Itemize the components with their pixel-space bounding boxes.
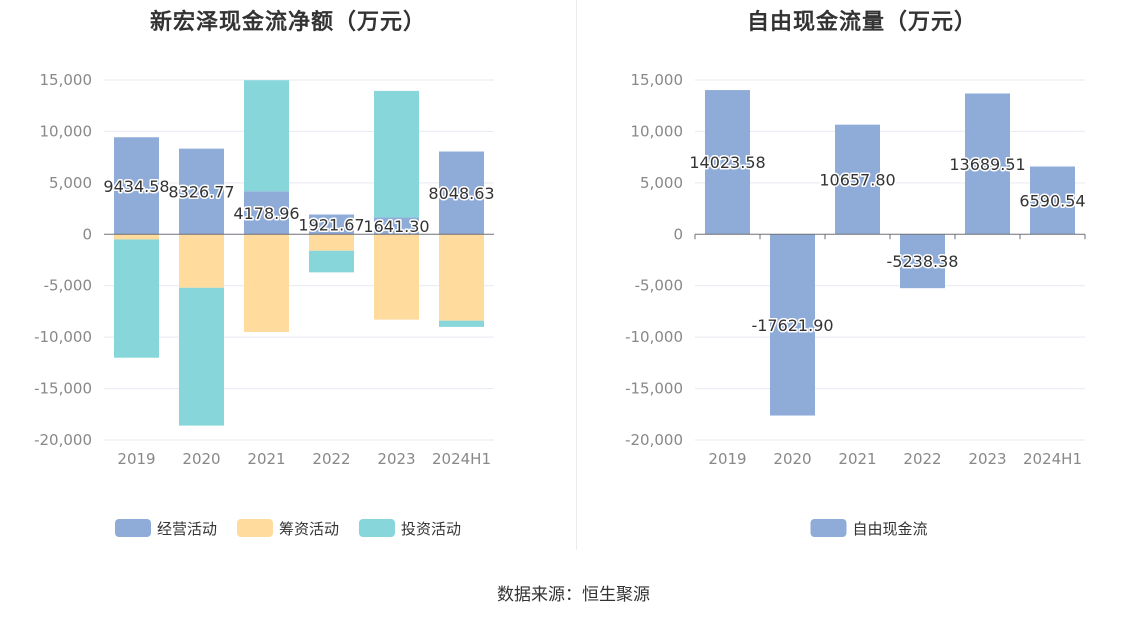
x-tick-label: 2023 bbox=[377, 450, 415, 468]
data-label: 14023.58 bbox=[689, 153, 765, 172]
y-tick-label: 10,000 bbox=[40, 122, 93, 140]
bar bbox=[309, 234, 354, 251]
bar bbox=[244, 191, 289, 235]
chart-title: 新宏泽现金流净额（万元） bbox=[149, 10, 426, 35]
y-tick-label: -15,000 bbox=[625, 380, 683, 398]
legend-swatch bbox=[237, 519, 273, 537]
data-source-note: 数据来源：恒生聚源 bbox=[497, 585, 650, 605]
data-label: 13689.51 bbox=[949, 155, 1025, 174]
bar bbox=[900, 234, 945, 289]
data-label: 9434.58 bbox=[103, 177, 169, 196]
free-cash-flow-plot: 15,000 10,000 5,000 0 -5,000 -10,000 -15,000 -2… bbox=[625, 71, 1087, 538]
bar bbox=[309, 214, 354, 235]
legend-label: 自由现金流 bbox=[853, 520, 928, 538]
y-tick-label: -20,000 bbox=[34, 431, 92, 449]
bar bbox=[179, 148, 224, 235]
cash-flow-net-chart: 新宏泽现金流净额（万元） 15,000 10,000 5,000 0 -5,000 -10… bbox=[0, 0, 576, 550]
bar bbox=[374, 217, 419, 235]
y-tick-label: -15,000 bbox=[34, 380, 92, 398]
data-label: 1641.30 bbox=[363, 217, 429, 236]
bar bbox=[439, 234, 484, 321]
bar bbox=[1030, 166, 1075, 235]
chart-title: 自由现金流量（万元） bbox=[746, 10, 977, 35]
x-tick-label: 2020 bbox=[182, 450, 220, 468]
data-label: -17621.90 bbox=[751, 316, 833, 335]
y-tick-label: 5,000 bbox=[640, 174, 683, 192]
y-tick-label: -20,000 bbox=[625, 431, 683, 449]
legend-swatch bbox=[115, 519, 151, 537]
x-tick-label: 2021 bbox=[838, 450, 876, 468]
x-tick-label: 2024H1 bbox=[1023, 450, 1082, 468]
bar bbox=[114, 239, 159, 358]
legend-swatch bbox=[359, 519, 395, 537]
free-cash-flow-chart: 自由现金流量（万元） 15,000 10,000 5,000 0 -5,000 -10,0… bbox=[577, 0, 1147, 550]
data-label: -5238.38 bbox=[887, 252, 959, 271]
legend-label: 经营活动 bbox=[157, 520, 217, 538]
bar bbox=[374, 234, 419, 320]
bar bbox=[179, 287, 224, 426]
bar bbox=[374, 90, 419, 218]
x-tick-label: 2019 bbox=[117, 450, 155, 468]
y-tick-label: -5,000 bbox=[44, 277, 92, 295]
bar bbox=[179, 234, 224, 288]
bar bbox=[114, 137, 159, 235]
bar bbox=[705, 90, 750, 235]
y-tick-label: -5,000 bbox=[635, 277, 683, 295]
y-tick-label: 15,000 bbox=[631, 71, 684, 89]
data-label: 4178.96 bbox=[233, 204, 299, 223]
legend-label: 筹资活动 bbox=[279, 520, 339, 538]
bar bbox=[244, 80, 289, 192]
cash-flow-net-plot: 15,000 10,000 5,000 0 -5,000 -10,000 -15,000 -2… bbox=[34, 71, 496, 538]
y-tick-label: 0 bbox=[82, 225, 92, 243]
data-label: 1921.67 bbox=[298, 215, 364, 234]
legend-swatch bbox=[810, 519, 847, 537]
y-tick-label: 5,000 bbox=[49, 174, 92, 192]
data-label: 6590.54 bbox=[1019, 191, 1085, 210]
bar bbox=[114, 234, 159, 240]
bar bbox=[309, 250, 354, 273]
bar bbox=[770, 234, 815, 416]
x-tick-label: 2024H1 bbox=[432, 450, 491, 468]
y-tick-label: 15,000 bbox=[40, 71, 93, 89]
data-label: 10657.80 bbox=[819, 170, 895, 189]
y-tick-label: -10,000 bbox=[625, 328, 683, 346]
y-tick-label: -10,000 bbox=[34, 328, 92, 346]
bar bbox=[965, 93, 1010, 235]
x-tick-label: 2022 bbox=[903, 450, 941, 468]
data-label: 8048.63 bbox=[428, 184, 494, 203]
bar bbox=[439, 151, 484, 235]
legend-label: 投资活动 bbox=[401, 520, 461, 538]
x-tick-label: 2023 bbox=[968, 450, 1006, 468]
x-tick-label: 2021 bbox=[247, 450, 285, 468]
data-label: 8326.77 bbox=[168, 182, 234, 201]
bar bbox=[244, 234, 289, 332]
x-tick-label: 2020 bbox=[773, 450, 811, 468]
bar bbox=[835, 124, 880, 235]
y-tick-label: 10,000 bbox=[631, 122, 684, 140]
panel-divider bbox=[576, 0, 577, 550]
x-tick-label: 2019 bbox=[708, 450, 746, 468]
y-tick-label: 0 bbox=[673, 225, 683, 243]
x-tick-label: 2022 bbox=[312, 450, 350, 468]
bar bbox=[439, 320, 484, 327]
